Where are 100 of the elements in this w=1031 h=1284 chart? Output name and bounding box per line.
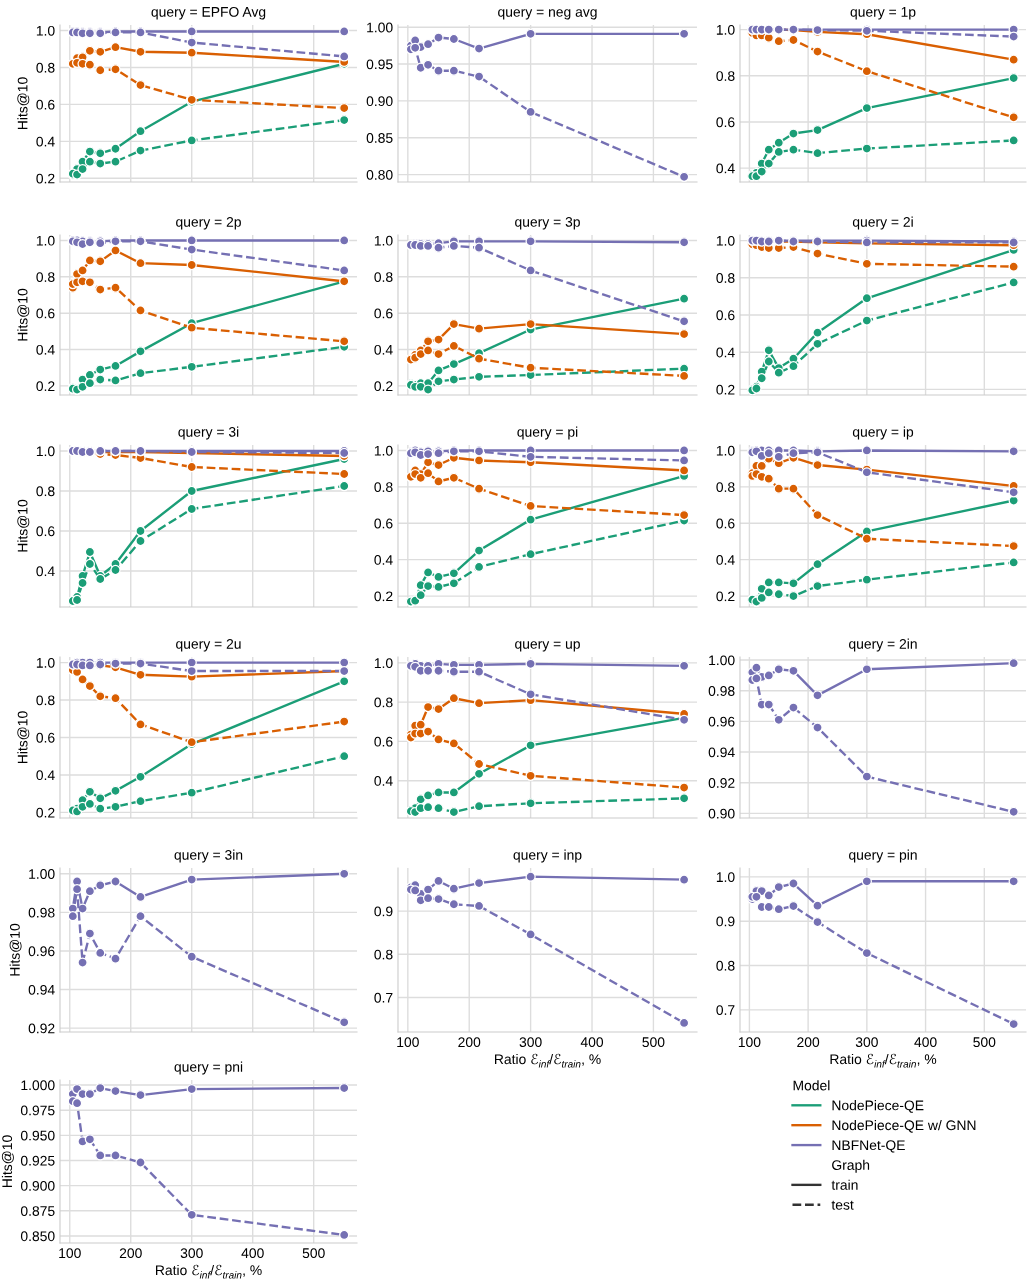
y-tick-label: 0.4 — [716, 163, 735, 174]
y-tick-label: 0.8 — [716, 960, 735, 971]
y-tick-label: 0.6 — [36, 99, 55, 110]
x-tick-label: 200 — [797, 1037, 820, 1048]
y-tick-label: 0.6 — [716, 310, 735, 321]
y-axis-title: Hits@10 — [17, 499, 30, 552]
y-tick-label: 1.00 — [29, 869, 55, 879]
legend-label: train — [831, 1179, 858, 1190]
y-tick-label: 0.90 — [366, 96, 393, 107]
chart-title: query = 2p — [176, 216, 241, 230]
y-tick-label: 0.6 — [374, 736, 393, 747]
y-tick-label: 1.0 — [716, 445, 735, 456]
y-tick-label: 0.92 — [28, 1023, 55, 1034]
chart-title: query = EPFO Avg — [151, 6, 266, 20]
y-axis-title: Hits@10 — [17, 77, 30, 130]
chart-title: query = neg avg — [498, 9, 597, 20]
y-tick-label: 0.96 — [708, 716, 735, 727]
y-tick-label: 0.6 — [36, 526, 55, 537]
y-tick-label: 0.8 — [36, 486, 55, 497]
y-axis-title: Hits@10 — [17, 288, 30, 341]
chart-title: query = 3in — [174, 849, 243, 863]
y-tick-label: 0.850 — [20, 1231, 55, 1242]
x-tick-label: 100 — [738, 1037, 761, 1048]
y-tick-label: 1.0 — [374, 235, 393, 246]
x-tick-label: 300 — [855, 1037, 878, 1048]
y-tick-label: 0.6 — [716, 518, 735, 529]
y-tick-label: 0.9 — [374, 906, 393, 917]
y-tick-label: 1.00 — [709, 655, 735, 666]
y-tick-label: 1.0 — [716, 872, 735, 883]
text: Graph — [832, 1159, 870, 1173]
y-tick-label: 0.94 — [708, 747, 735, 758]
x-tick-label: 400 — [241, 1248, 264, 1259]
y-tick-label: 0.98 — [28, 907, 55, 918]
x-tick-label: 300 — [519, 1037, 542, 1048]
x-tick-label: 200 — [458, 1037, 481, 1048]
chart-title: query = 2i — [852, 216, 913, 230]
y-tick-label: 0.8 — [374, 949, 393, 960]
y-tick-label: 0.8 — [374, 272, 393, 282]
y-tick-label: 0.7 — [374, 992, 393, 1003]
y-tick-label: 0.8 — [36, 62, 55, 73]
y-tick-label: 0.8 — [716, 273, 735, 283]
x-tick-label: 100 — [397, 1037, 419, 1048]
chart-title: query = 3p — [515, 216, 580, 230]
y-tick-label: 0.4 — [374, 555, 393, 565]
y-tick-label: 0.2 — [36, 381, 55, 392]
y-tick-label: 0.875 — [20, 1206, 55, 1216]
y-tick-label: 0.2 — [716, 591, 735, 602]
y-tick-label: 0.900 — [20, 1180, 55, 1191]
y-tick-label: 0.98 — [708, 686, 735, 696]
y-tick-label: 0.4 — [36, 136, 55, 147]
legend-label: NBFNet-QE — [832, 1140, 905, 1153]
x-tick-label: 100 — [59, 1248, 81, 1259]
y-tick-label: 0.4 — [36, 770, 55, 781]
y-tick-label: 0.7 — [716, 1005, 735, 1016]
y-tick-label: 0.4 — [374, 776, 393, 786]
y-tick-label: 0.975 — [20, 1105, 55, 1116]
y-tick-label: 0.6 — [36, 732, 55, 743]
y-tick-label: 0.95 — [366, 59, 393, 70]
y-tick-label: 1.0 — [716, 24, 735, 35]
chart-title: query = 2u — [176, 638, 241, 652]
legend-label: test — [831, 1200, 854, 1210]
chart-title: query = 3i — [178, 426, 239, 440]
y-tick-label: 0.2 — [36, 807, 55, 818]
legend-label: NodePiece-QE w/ GNN — [832, 1119, 976, 1133]
y-tick-label: 0.8 — [716, 482, 735, 493]
legend-label: NodePiece-QE — [832, 1100, 924, 1113]
y-axis-title: Hits@10 — [1, 1135, 14, 1188]
y-tick-label: 1.0 — [36, 25, 55, 36]
x-tick-label: 500 — [642, 1037, 665, 1048]
y-tick-label: 0.94 — [28, 984, 55, 995]
y-tick-label: 0.9 — [716, 916, 735, 927]
y-tick-label: 1.0 — [36, 657, 55, 668]
y-tick-label: 0.2 — [716, 384, 735, 395]
y-tick-label: 0.96 — [28, 946, 55, 957]
y-tick-label: 0.950 — [20, 1130, 55, 1141]
y-tick-label: 0.8 — [374, 697, 393, 708]
y-tick-label: 0.925 — [20, 1155, 55, 1166]
x-tick-label: 300 — [180, 1248, 203, 1259]
y-tick-label: 1.00 — [367, 22, 393, 33]
legend-title: Model — [793, 1080, 830, 1091]
x-tick-label: 500 — [302, 1248, 325, 1259]
y-axis-title: Hits@10 — [9, 923, 22, 976]
y-tick-label: 0.8 — [36, 695, 55, 706]
chart-title: query = pni — [174, 1061, 243, 1075]
x-tick-label: 400 — [580, 1037, 604, 1048]
y-tick-label: 0.2 — [374, 591, 393, 602]
chart-title: query = pin — [849, 849, 917, 863]
y-tick-label: 0.4 — [716, 347, 735, 358]
y-tick-label: 0.4 — [374, 344, 393, 355]
chart-title: query = ip — [852, 426, 914, 440]
y-axis-title: Hits@10 — [17, 711, 30, 764]
y-tick-label: 1.0 — [374, 445, 393, 456]
y-tick-label: 0.4 — [716, 555, 735, 565]
y-tick-label: 1.0 — [374, 658, 393, 669]
y-tick-label: 0.4 — [36, 566, 55, 577]
chart-title: query = 1p — [850, 7, 916, 20]
y-tick-label: 0.2 — [36, 173, 55, 184]
y-tick-label: 0.6 — [374, 308, 393, 319]
y-tick-label: 0.6 — [36, 308, 55, 319]
y-tick-label: 0.8 — [36, 272, 55, 282]
